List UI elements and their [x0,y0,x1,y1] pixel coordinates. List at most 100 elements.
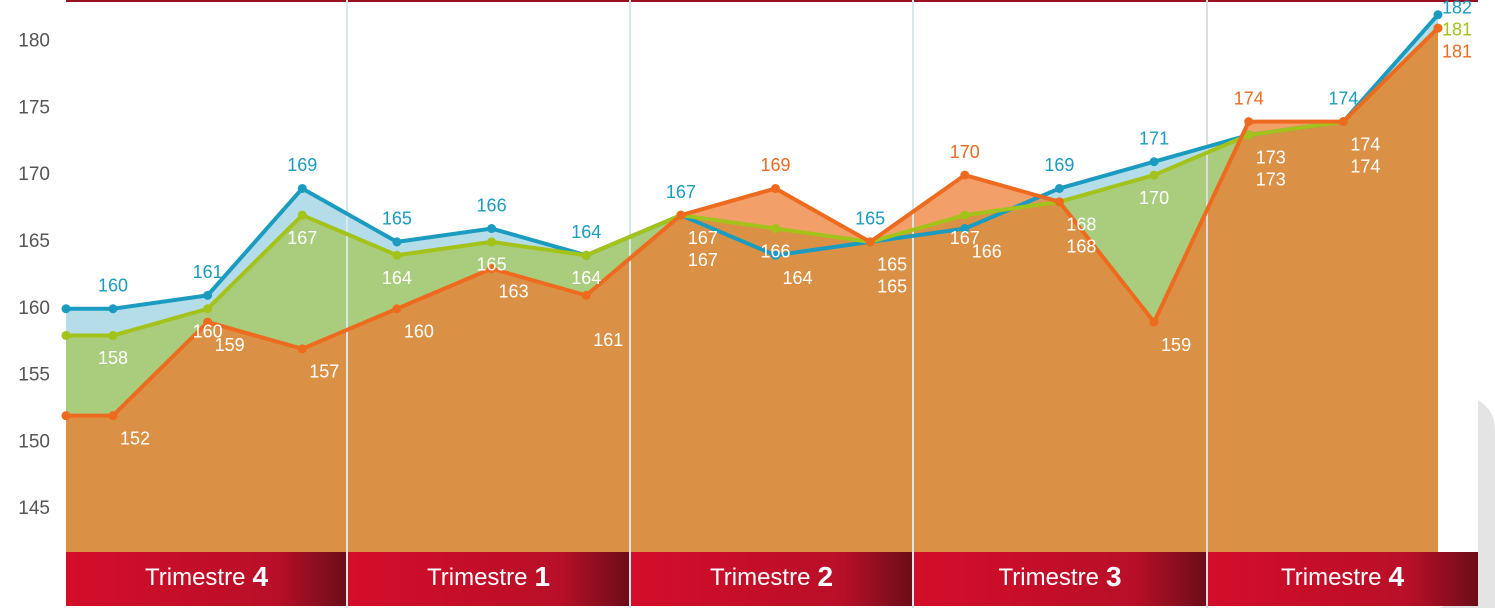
period-label: Trimestre 4 [145,561,268,592]
data-label: 174 [1328,88,1358,108]
data-label: 174 [1350,134,1380,154]
data-label: 174 [1350,156,1380,176]
point [1054,197,1064,207]
data-label: 161 [593,330,623,350]
data-label: 181 [1442,19,1472,39]
point [1244,130,1254,140]
data-label: 181 [1442,41,1472,61]
period-label: Trimestre 4 [1281,561,1404,592]
point [108,330,118,340]
point [1338,117,1348,127]
data-label: 167 [287,228,317,248]
point [203,317,213,327]
point [297,344,307,354]
line [66,26,1440,338]
point [960,224,970,234]
data-label: 157 [309,362,339,382]
period-number: 4 [252,561,268,592]
y-tick-label: 165 [18,231,50,252]
decoration [1440,400,1495,608]
data-label: 165 [477,255,507,275]
data-label: 170 [950,142,980,162]
line [66,13,1440,311]
point [487,264,497,274]
data-label: 166 [760,241,790,261]
point [676,210,686,220]
period-band [1207,552,1478,606]
y-tick-label: 170 [18,164,50,185]
data-label: 161 [193,262,223,282]
point [1149,170,1159,180]
data-label: 167 [950,228,980,248]
period-number: 3 [1106,561,1122,592]
data-label: 167 [666,182,696,202]
data-label: 170 [1139,188,1169,208]
data-label: 165 [877,277,907,297]
point [392,304,402,314]
data-label: 164 [382,268,412,288]
data-label: 169 [1044,155,1074,175]
period-band [913,552,1207,606]
point [771,250,780,260]
data-label: 166 [477,195,507,215]
point [61,330,71,340]
y-tick-label: 180 [18,30,50,51]
period-word: Trimestre [710,564,810,591]
data-label: 165 [855,209,885,229]
data-label: 169 [760,155,790,175]
point [865,237,875,247]
period-band [347,552,630,606]
data-label: 167 [688,250,718,270]
data-label: 174 [1234,88,1264,108]
point [61,411,71,421]
point [1244,117,1254,127]
period-label: Trimestre 2 [710,561,833,592]
point [960,210,970,220]
data-label: 159 [1161,335,1191,355]
point [1149,317,1159,327]
y-tick-label: 175 [18,97,50,118]
period-label: Trimestre 3 [998,561,1121,592]
point [1433,10,1443,20]
point [581,290,591,300]
data-label: 167 [688,228,718,248]
data-label: 164 [571,268,601,288]
period-word: Trimestre [1281,564,1381,591]
y-tick-label: 160 [18,298,50,319]
point [771,224,780,234]
line [66,26,1440,418]
point [297,210,307,220]
data-label: 165 [382,209,412,229]
point [297,183,307,193]
point [392,250,402,260]
data-label: 164 [782,268,812,288]
point [108,411,118,421]
data-label: 165 [877,255,907,275]
data-label: 160 [404,321,434,341]
period-word: Trimestre [145,564,245,591]
period-number: 2 [817,561,833,592]
data-label: 160 [98,275,128,295]
data-label: 159 [215,335,245,355]
period-band [630,552,913,606]
data-label: 168 [1066,237,1096,257]
y-tick-label: 155 [18,365,50,386]
data-label: 182 [1442,0,1472,17]
data-label: 166 [972,241,1002,261]
point [1054,183,1064,193]
point [392,237,402,247]
point [203,290,213,300]
y-tick-label: 150 [18,431,50,452]
point [1149,157,1159,167]
y-tick-label: 145 [18,498,50,519]
data-label: 163 [499,281,529,301]
point [203,304,213,314]
point [771,183,780,193]
period-number: 4 [1388,561,1404,592]
point [487,237,497,247]
period-word: Trimestre [998,564,1098,591]
data-label: 160 [193,321,223,341]
period-band [66,552,347,606]
data-label: 152 [120,428,150,448]
